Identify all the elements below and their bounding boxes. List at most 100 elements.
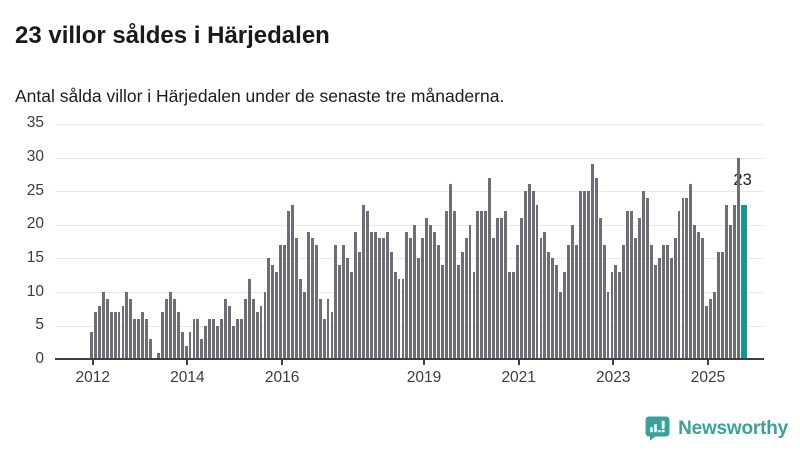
bar xyxy=(145,318,149,360)
bar xyxy=(444,211,448,360)
bar xyxy=(101,292,105,360)
bar xyxy=(243,298,247,360)
bar xyxy=(259,305,263,360)
bar xyxy=(389,251,393,360)
bar xyxy=(397,278,401,360)
bar xyxy=(271,265,275,360)
bar xyxy=(393,271,397,360)
bar xyxy=(373,231,377,360)
bar xyxy=(279,244,283,360)
x-axis-tick xyxy=(612,360,615,366)
newsworthy-logo[interactable]: Newsworthy xyxy=(644,415,788,442)
bar xyxy=(484,211,488,360)
bar xyxy=(224,298,227,360)
bar xyxy=(661,244,665,360)
bar xyxy=(472,271,476,360)
bar xyxy=(653,265,657,360)
bar xyxy=(342,244,346,360)
bar xyxy=(255,312,259,360)
bar xyxy=(409,238,413,360)
bar xyxy=(180,332,184,360)
bar xyxy=(452,211,456,360)
bar xyxy=(204,325,208,360)
bar xyxy=(326,298,330,360)
page-title: 23 villor såldes i Härjedalen xyxy=(15,22,330,50)
bar xyxy=(196,318,200,360)
bar xyxy=(287,211,291,360)
bar xyxy=(716,251,720,360)
bar xyxy=(433,231,436,360)
bar xyxy=(129,298,133,360)
y-axis-label: 0 xyxy=(35,349,44,367)
bar xyxy=(523,191,527,360)
bar xyxy=(575,244,578,360)
bar xyxy=(622,244,626,360)
bar xyxy=(314,244,318,360)
bar xyxy=(582,191,586,360)
bar xyxy=(543,231,547,360)
bar xyxy=(401,278,405,360)
bar xyxy=(362,204,365,360)
bar xyxy=(728,224,732,360)
bar xyxy=(614,265,618,360)
newsworthy-bubble-icon xyxy=(645,416,670,441)
x-axis-tick xyxy=(186,360,189,366)
bar xyxy=(511,271,515,360)
bar xyxy=(172,298,176,360)
last-value-label: 23 xyxy=(733,171,752,189)
bar xyxy=(724,204,728,360)
bar xyxy=(350,271,354,360)
bar xyxy=(298,278,302,360)
bar xyxy=(228,305,231,360)
bar xyxy=(476,211,480,360)
bar xyxy=(464,238,468,360)
bar xyxy=(437,244,440,360)
bar xyxy=(141,312,145,360)
bar xyxy=(164,298,168,360)
bar xyxy=(460,251,464,360)
bar xyxy=(109,312,113,360)
bar xyxy=(160,312,164,360)
bar xyxy=(689,184,693,360)
bar xyxy=(231,325,235,360)
bar xyxy=(665,244,669,360)
bar xyxy=(504,211,507,360)
bar xyxy=(295,238,298,360)
x-axis-label: 2012 xyxy=(75,369,111,386)
bar xyxy=(673,238,677,360)
x-axis-label: 2019 xyxy=(406,369,442,386)
bar xyxy=(563,271,567,360)
bar xyxy=(283,244,287,360)
bar xyxy=(646,197,649,360)
bar xyxy=(334,244,338,360)
bar xyxy=(736,157,740,360)
highlighted-bar xyxy=(740,204,748,360)
bar xyxy=(93,312,97,360)
bar xyxy=(440,265,444,360)
bar xyxy=(618,271,622,360)
bar xyxy=(200,339,204,360)
bar xyxy=(133,318,137,360)
x-axis-label: 2025 xyxy=(690,369,726,386)
bar xyxy=(346,258,350,360)
bar xyxy=(212,318,216,360)
bar xyxy=(705,305,709,360)
x-axis-line xyxy=(55,358,764,361)
bar xyxy=(685,197,689,360)
bar xyxy=(697,231,701,360)
bar xyxy=(413,224,417,360)
bar xyxy=(377,238,381,360)
bar xyxy=(519,218,523,360)
y-axis-label: 20 xyxy=(26,215,44,233)
bar xyxy=(157,352,160,360)
bar xyxy=(713,292,716,360)
bar xyxy=(496,218,500,360)
bar xyxy=(149,339,153,360)
bar xyxy=(492,238,496,360)
bar xyxy=(606,292,610,360)
bar xyxy=(709,298,712,360)
bar xyxy=(642,191,645,360)
bar xyxy=(97,305,101,360)
bar xyxy=(421,238,425,360)
